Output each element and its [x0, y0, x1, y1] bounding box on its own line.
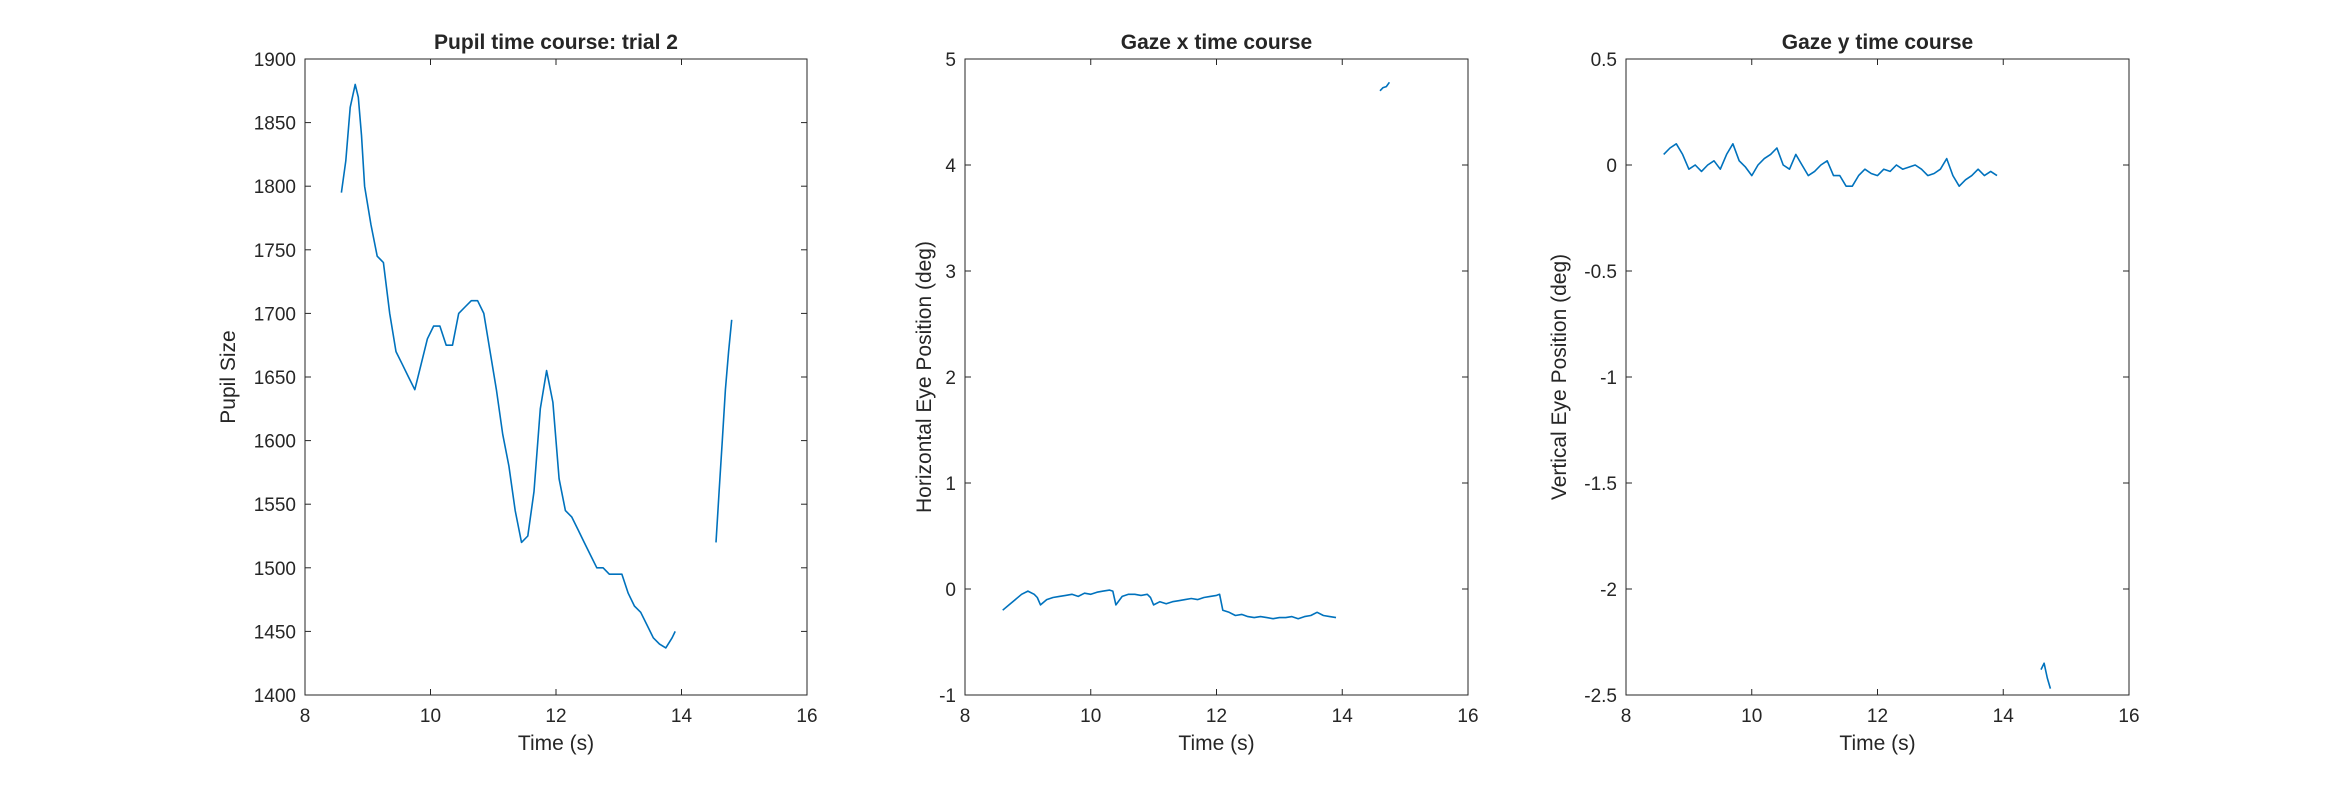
plot-area — [304, 58, 808, 696]
x-tick-label: 16 — [2118, 706, 2139, 727]
x-tick-label: 10 — [420, 706, 441, 727]
y-tick-label: 1600 — [254, 432, 296, 453]
chart-title: Gaze x time course — [1121, 31, 1312, 54]
x-tick-label: 8 — [1621, 706, 1632, 727]
y-tick-label: 1400 — [254, 686, 296, 707]
chart-panel-1: 8 10 12 14 16 1400 1450 1500 1550 1600 1650 1700 175… — [217, 31, 818, 755]
y-tick-label: -2 — [1600, 580, 1617, 601]
y-tick-label: 4 — [945, 156, 956, 177]
series-line-segment-2 — [715, 319, 733, 543]
y-tick-label: -1 — [1600, 368, 1617, 389]
series-line-segment-2 — [2040, 662, 2052, 689]
plot-area — [1625, 58, 2130, 696]
series-line-segment-1 — [1663, 143, 1998, 187]
chart-panel-3: 8 10 12 14 16 -2.5 -2 -1.5 -1 -0.5 0 0.5 Gaze y time… — [1548, 31, 2140, 755]
y-axis-label: Pupil Size — [217, 330, 240, 423]
x-tick-label: 10 — [1080, 706, 1101, 727]
y-tick-label: 0 — [1606, 156, 1617, 177]
x-axis-label: Time (s) — [1178, 732, 1254, 755]
x-tick-label: 12 — [1206, 706, 1227, 727]
y-tick-label: -0.5 — [1584, 262, 1617, 283]
y-tick-label: 1800 — [254, 177, 296, 198]
x-tick-label: 12 — [545, 706, 566, 727]
y-tick-label: 0 — [945, 580, 956, 601]
y-tick-label: 3 — [945, 262, 956, 283]
x-tick-label: 14 — [1332, 706, 1354, 727]
x-tick-label: 14 — [1993, 706, 2015, 727]
y-tick-label: 2 — [945, 368, 956, 389]
chart-title: Gaze y time course — [1782, 31, 1973, 54]
x-tick-label: 16 — [796, 706, 817, 727]
y-tick-label: -2.5 — [1584, 686, 1617, 707]
y-tick-label: 0.5 — [1591, 50, 1617, 71]
x-axis-label: Time (s) — [1839, 732, 1915, 755]
x-tick-label: 12 — [1867, 706, 1888, 727]
y-tick-label: 5 — [945, 50, 956, 71]
y-tick-label: 1500 — [254, 559, 296, 580]
chart-title: Pupil time course: trial 2 — [434, 31, 678, 54]
y-tick-label: 1900 — [254, 50, 296, 71]
y-axis-label: Vertical Eye Position (deg) — [1548, 254, 1571, 500]
y-tick-label: 1550 — [254, 495, 296, 516]
x-tick-label: 16 — [1457, 706, 1478, 727]
y-tick-label: -1.5 — [1584, 474, 1617, 495]
y-tick-label: 1700 — [254, 304, 296, 325]
y-tick-label: 1850 — [254, 114, 296, 135]
x-tick-label: 14 — [671, 706, 693, 727]
y-tick-label: 1750 — [254, 241, 296, 262]
x-tick-label: 10 — [1741, 706, 1762, 727]
y-tick-label: -1 — [939, 686, 956, 707]
series-line-segment-1 — [340, 83, 676, 649]
y-axis-label: Horizontal Eye Position (deg) — [913, 241, 936, 513]
plot-area — [964, 58, 1469, 696]
y-tick-label: 1450 — [254, 622, 296, 643]
series-line-segment-2 — [1379, 81, 1391, 92]
x-tick-label: 8 — [300, 706, 311, 727]
x-tick-label: 8 — [960, 706, 971, 727]
series-line-segment-1 — [1002, 589, 1337, 620]
x-axis-label: Time (s) — [518, 732, 594, 755]
y-tick-label: 1650 — [254, 368, 296, 389]
y-tick-label: 1 — [945, 474, 956, 495]
